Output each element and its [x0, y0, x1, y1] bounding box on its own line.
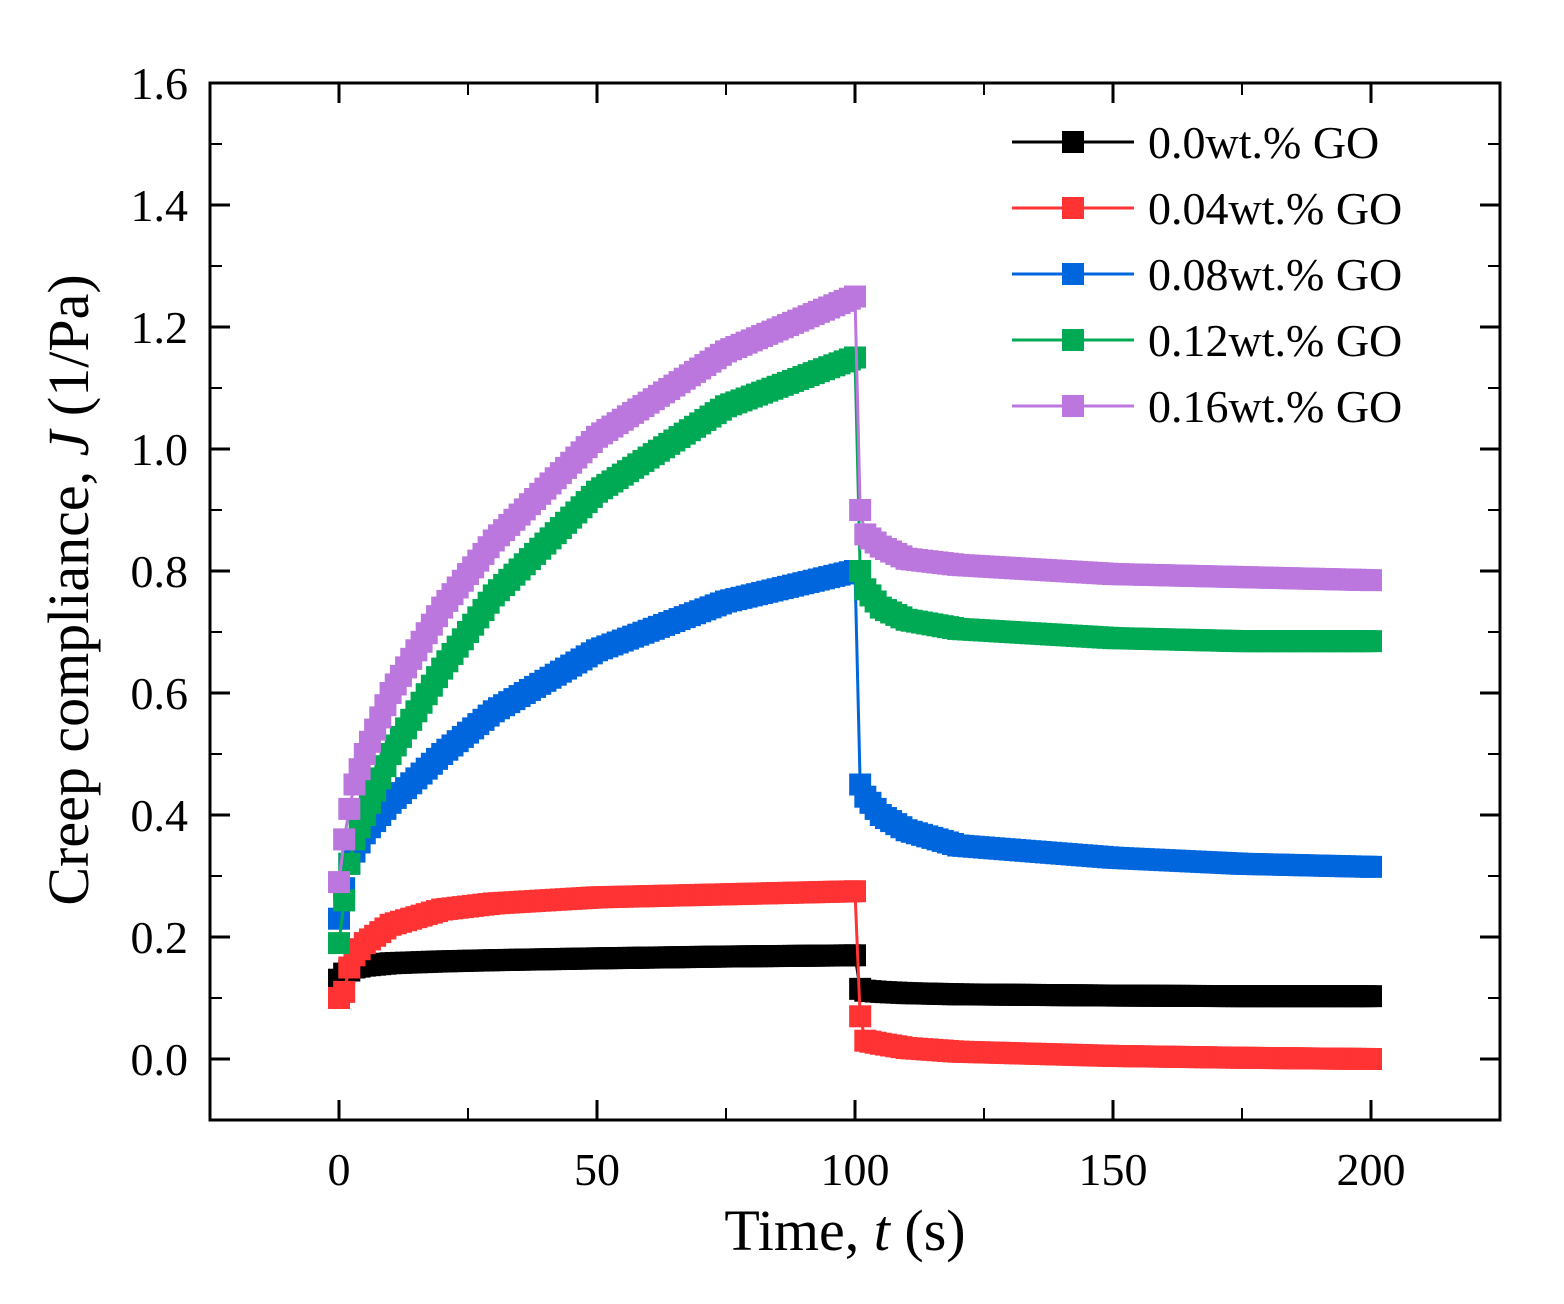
data-point: [1360, 985, 1382, 1008]
data-point: [849, 560, 872, 582]
data-point: [1360, 1048, 1382, 1070]
y-tick-label: 1.0: [131, 424, 189, 475]
data-point: [844, 285, 866, 308]
x-tick-label: 50: [574, 1144, 620, 1195]
x-tick-label: 0: [328, 1144, 351, 1195]
legend-entry-label: 0.04wt.% GO: [1148, 183, 1402, 234]
legend: 0.0wt.% GO 0.04wt.% GO 0.08wt.% GO 0.12wt.%…: [1012, 117, 1402, 432]
y-tick-label: 1.4: [131, 180, 189, 231]
data-point: [333, 828, 356, 851]
data-point: [338, 797, 361, 820]
y-tick-label: 0.6: [131, 668, 189, 719]
data-point: [1360, 630, 1382, 653]
y-axis-label: Creep compliance, J (1/Pa): [36, 274, 101, 905]
data-point: [328, 907, 350, 930]
data-point: [333, 889, 356, 912]
series-4: [328, 285, 1382, 894]
y-tick-label: 0.2: [131, 912, 189, 963]
legend-marker: [1062, 197, 1084, 219]
data-point: [328, 932, 350, 955]
y-tick-label: 1.2: [131, 302, 189, 353]
y-tick-label: 0.4: [131, 790, 189, 841]
legend-marker: [1062, 263, 1084, 285]
series-1: [328, 880, 1382, 1070]
series-2: [328, 560, 1382, 930]
data-point: [849, 1005, 872, 1028]
legend-marker: [1062, 395, 1084, 417]
legend-entry-label: 0.16wt.% GO: [1148, 381, 1402, 432]
x-tick-label: 150: [1079, 1144, 1148, 1195]
legend-entry-label: 0.08wt.% GO: [1148, 249, 1402, 300]
data-point: [844, 880, 866, 903]
data-point: [338, 852, 361, 875]
legend-entry-label: 0.12wt.% GO: [1148, 315, 1402, 366]
y-tick-label: 1.6: [131, 58, 189, 109]
data-point: [328, 871, 350, 894]
data-point: [849, 499, 872, 521]
data-point: [333, 980, 356, 1003]
legend-marker: [1062, 329, 1084, 351]
x-tick-label: 100: [821, 1144, 890, 1195]
series-group: [328, 285, 1382, 1070]
x-axis-label: Time, t (s): [724, 1198, 965, 1263]
y-tick-label: 0.8: [131, 546, 189, 597]
data-point: [1360, 569, 1382, 592]
data-point: [1360, 855, 1382, 878]
data-point: [844, 944, 866, 967]
series-3: [328, 346, 1382, 955]
x-tick-label: 200: [1337, 1144, 1406, 1195]
series-0: [328, 944, 1382, 1008]
y-tick-label: 0.0: [131, 1034, 189, 1085]
legend-marker: [1062, 131, 1084, 153]
legend-entry-label: 0.0wt.% GO: [1148, 117, 1379, 168]
ticks-group: 0 50 100 150 200 0.0 0.2 0.4 0.6 0.8 1.0 1.2 1.4 1.6: [131, 58, 1500, 1195]
